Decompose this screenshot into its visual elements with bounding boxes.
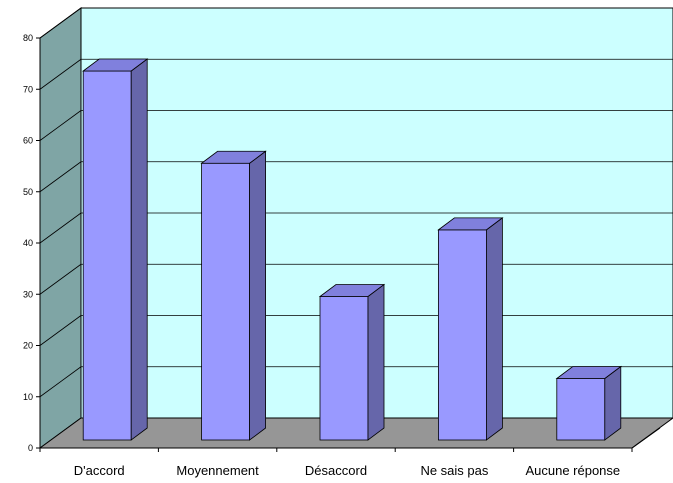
bar-side [485, 217, 503, 441]
bar [437, 217, 504, 441]
y-tick-label: 40 [23, 238, 33, 248]
bar-front [437, 229, 487, 441]
gridlines [39, 7, 673, 398]
axis-ticks: 0 10 20 30 40 50 60 70 80 [23, 33, 40, 453]
gridline-side [39, 366, 82, 398]
gridline-side [39, 161, 82, 193]
bar-top [81, 58, 149, 72]
bar [555, 365, 622, 441]
floor-edge-right [631, 427, 661, 449]
category-labels: D'accord Moyennement Désaccord Ne sais pas A… [39, 448, 633, 478]
gridline-side [39, 315, 82, 346]
x-tick-label: Moyennement [176, 463, 259, 478]
bar-front [82, 70, 132, 441]
bar-side [367, 283, 385, 441]
bar-side [249, 150, 267, 441]
y-tick-label: 30 [23, 289, 33, 299]
bar-top [555, 366, 622, 379]
bar [318, 283, 386, 441]
gridline-side [39, 7, 82, 39]
bar-front [201, 162, 251, 441]
x-tick-label: Aucune réponse [525, 463, 620, 478]
gridline-side [39, 58, 82, 90]
y-tick-label: 80 [23, 33, 33, 43]
y-tick-label: 50 [23, 187, 33, 197]
bar [81, 58, 149, 441]
x-tick-label: Ne sais pas [420, 463, 488, 478]
bar-top [200, 150, 267, 164]
bar-top [318, 284, 386, 297]
y-tick-label: 10 [23, 392, 33, 402]
gridline-side [39, 212, 82, 244]
bar [200, 150, 267, 441]
bar-front [556, 378, 606, 441]
gridline-side [39, 110, 82, 141]
y-tick-label: 60 [23, 136, 33, 146]
bar-side [130, 58, 148, 441]
y-tick-label: 70 [23, 84, 33, 94]
bar-front [319, 296, 369, 441]
y-tick-label: 20 [23, 341, 33, 351]
bar-top [437, 217, 504, 231]
gridline-side [39, 263, 82, 295]
bar-side [604, 365, 622, 441]
y-tick-label: 0 [28, 443, 33, 453]
x-tick-label: D'accord [74, 463, 125, 478]
x-tick-label: Désaccord [305, 463, 367, 478]
bars [81, 58, 622, 441]
